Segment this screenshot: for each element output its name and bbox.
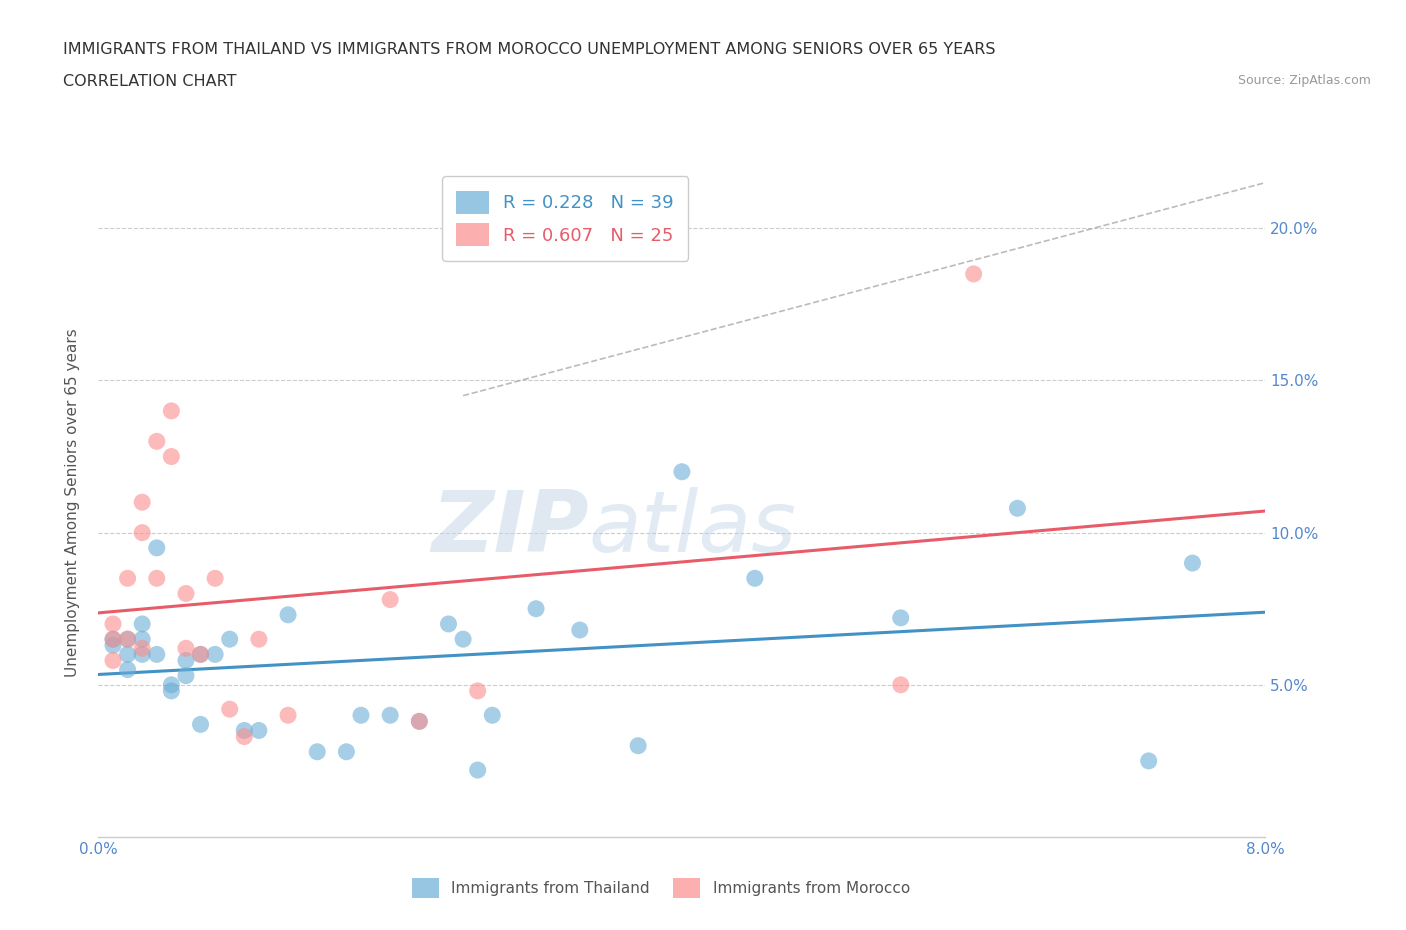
Point xyxy=(117,647,139,662)
Point xyxy=(190,717,212,732)
Point xyxy=(233,729,256,744)
Point xyxy=(524,602,547,617)
Point xyxy=(1007,501,1029,516)
Point xyxy=(247,723,270,737)
Point xyxy=(671,464,693,479)
Point xyxy=(408,714,430,729)
Point xyxy=(568,622,591,637)
Point xyxy=(131,641,153,656)
Point xyxy=(218,702,240,717)
Y-axis label: Unemployment Among Seniors over 65 years: Unemployment Among Seniors over 65 years xyxy=(65,328,80,677)
Point xyxy=(101,653,124,668)
Point xyxy=(160,684,183,698)
Point xyxy=(101,638,124,653)
Point xyxy=(101,631,124,646)
Point xyxy=(174,586,197,601)
Text: CORRELATION CHART: CORRELATION CHART xyxy=(63,74,236,89)
Point xyxy=(204,571,226,586)
Point xyxy=(117,662,139,677)
Point xyxy=(233,723,256,737)
Legend: R = 0.228   N = 39, R = 0.607   N = 25: R = 0.228 N = 39, R = 0.607 N = 25 xyxy=(441,177,689,260)
Point xyxy=(467,684,489,698)
Point xyxy=(1181,555,1204,570)
Point xyxy=(247,631,270,646)
Point xyxy=(467,763,489,777)
Legend: Immigrants from Thailand, Immigrants from Morocco: Immigrants from Thailand, Immigrants fro… xyxy=(405,872,917,904)
Point xyxy=(378,592,402,607)
Text: ZIP: ZIP xyxy=(430,487,589,570)
Point xyxy=(174,653,197,668)
Point xyxy=(277,708,299,723)
Point xyxy=(117,631,139,646)
Point xyxy=(190,647,212,662)
Point xyxy=(218,631,240,646)
Text: atlas: atlas xyxy=(589,487,797,570)
Point xyxy=(131,631,153,646)
Point xyxy=(146,571,169,586)
Point xyxy=(101,617,124,631)
Point xyxy=(131,525,153,540)
Point xyxy=(890,677,912,692)
Point xyxy=(146,647,169,662)
Point xyxy=(131,647,153,662)
Point xyxy=(437,617,460,631)
Point xyxy=(481,708,503,723)
Text: Source: ZipAtlas.com: Source: ZipAtlas.com xyxy=(1237,74,1371,87)
Point xyxy=(146,540,169,555)
Point xyxy=(627,738,650,753)
Point xyxy=(190,647,212,662)
Point xyxy=(307,744,329,759)
Point xyxy=(204,647,226,662)
Point xyxy=(962,267,984,282)
Point xyxy=(160,677,183,692)
Point xyxy=(378,708,402,723)
Point xyxy=(1137,753,1160,768)
Point xyxy=(160,404,183,418)
Point xyxy=(146,434,169,449)
Point xyxy=(131,617,153,631)
Point xyxy=(101,631,124,646)
Point xyxy=(335,744,357,759)
Point xyxy=(117,631,139,646)
Point xyxy=(174,641,197,656)
Point xyxy=(890,610,912,625)
Point xyxy=(350,708,373,723)
Point xyxy=(408,714,430,729)
Point xyxy=(277,607,299,622)
Point xyxy=(174,669,197,684)
Point xyxy=(131,495,153,510)
Text: IMMIGRANTS FROM THAILAND VS IMMIGRANTS FROM MOROCCO UNEMPLOYMENT AMONG SENIORS O: IMMIGRANTS FROM THAILAND VS IMMIGRANTS F… xyxy=(63,42,995,57)
Point xyxy=(117,571,139,586)
Point xyxy=(744,571,766,586)
Point xyxy=(160,449,183,464)
Point xyxy=(451,631,474,646)
